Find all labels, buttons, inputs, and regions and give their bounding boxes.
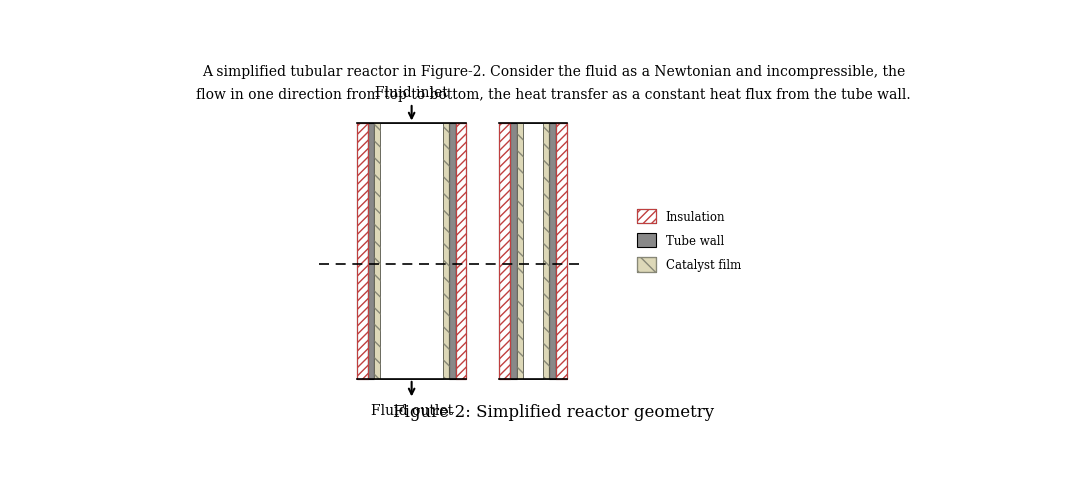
Bar (443, 124, 449, 379)
Bar (556, 124, 567, 379)
Text: Insulation: Insulation (665, 210, 725, 223)
Bar (375, 124, 380, 379)
Bar (499, 124, 510, 379)
Bar (543, 124, 550, 379)
Bar (367, 124, 375, 379)
Bar (456, 124, 467, 379)
Bar (637, 210, 656, 224)
Bar (523, 124, 543, 379)
Bar (516, 124, 523, 379)
Bar (510, 124, 516, 379)
Text: Fluid outlet: Fluid outlet (370, 403, 453, 417)
Bar (375, 124, 380, 379)
Text: A simplified tubular reactor in Figure-2. Consider the fluid as a Newtonian and : A simplified tubular reactor in Figure-2… (197, 65, 910, 102)
Bar (499, 124, 510, 379)
Bar (637, 258, 656, 272)
Bar (637, 258, 656, 272)
Bar (516, 124, 523, 379)
Bar (550, 124, 556, 379)
Text: Figure-2: Simplified reactor geometry: Figure-2: Simplified reactor geometry (393, 403, 714, 420)
Text: Tube wall: Tube wall (665, 234, 724, 247)
Bar (356, 124, 367, 379)
Bar (556, 124, 567, 379)
Text: Catalyst film: Catalyst film (665, 258, 741, 271)
Bar (456, 124, 467, 379)
Bar (443, 124, 449, 379)
Bar (543, 124, 550, 379)
Text: Fluid inlet: Fluid inlet (375, 86, 448, 100)
Bar (449, 124, 456, 379)
Bar (637, 210, 656, 224)
Bar (380, 124, 443, 379)
Bar (637, 234, 656, 248)
Bar (356, 124, 367, 379)
